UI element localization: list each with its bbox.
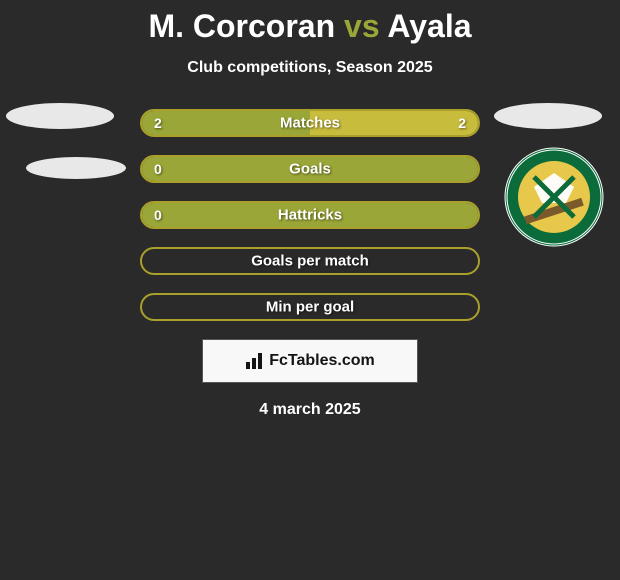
stat-bars: 2 2 Matches 0 Goals 0 Hattricks Goals per match…	[140, 109, 480, 321]
brand-text: FcTables.com	[269, 352, 375, 370]
ellipse-shape	[494, 103, 602, 129]
stat-label: Goals	[289, 161, 331, 178]
brand-box: FcTables.com	[202, 339, 418, 383]
vs-label: vs	[344, 8, 380, 44]
stat-label: Min per goal	[266, 299, 354, 316]
stat-label: Matches	[280, 115, 340, 132]
bars-icon	[245, 352, 267, 370]
stat-label: Hattricks	[278, 207, 342, 224]
comparison-arena: 2 2 Matches 0 Goals 0 Hattricks Goals per match…	[0, 109, 620, 321]
timbers-badge-icon	[504, 147, 604, 252]
stat-label: Goals per match	[251, 253, 369, 270]
stat-value-right: 2	[458, 115, 466, 131]
ellipse-shape	[6, 103, 114, 129]
subtitle: Club competitions, Season 2025	[0, 59, 620, 77]
left-team-logo	[6, 103, 136, 193]
right-team-logo	[494, 103, 614, 243]
player1-name: M. Corcoran	[148, 8, 335, 44]
player2-name: Ayala	[387, 8, 471, 44]
ellipse-shape	[26, 157, 126, 179]
stat-bar: 0 Hattricks	[140, 201, 480, 229]
stat-bar: 2 2 Matches	[140, 109, 480, 137]
date-label: 4 march 2025	[0, 401, 620, 419]
stat-value-left: 0	[154, 207, 162, 223]
stat-bar: Goals per match	[140, 247, 480, 275]
stat-value-left: 0	[154, 161, 162, 177]
stat-bar: 0 Goals	[140, 155, 480, 183]
stat-bar: Min per goal	[140, 293, 480, 321]
page-title: M. Corcoran vs Ayala	[0, 0, 620, 45]
stat-value-left: 2	[154, 115, 162, 131]
